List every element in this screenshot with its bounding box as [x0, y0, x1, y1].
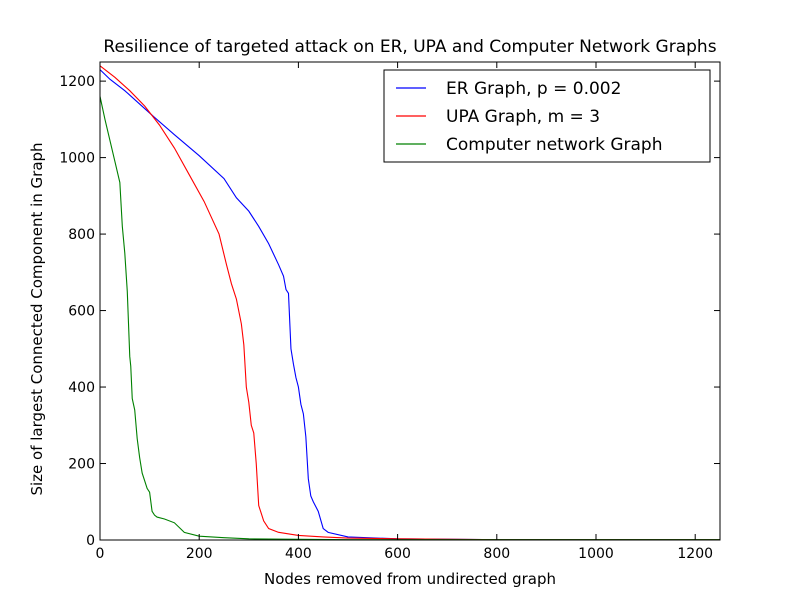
y-tick-label: 200 — [68, 457, 95, 473]
x-tick-label: 1000 — [578, 546, 614, 562]
series-line-3 — [100, 96, 720, 540]
legend-label-2: UPA Graph, m = 3 — [446, 107, 600, 127]
x-tick-label: 1200 — [677, 546, 713, 562]
legend-box — [383, 69, 711, 163]
chart-title: Resilience of targeted attack on ER, UPA… — [103, 37, 716, 57]
series-line-2 — [100, 65, 720, 540]
y-tick-label: 600 — [68, 304, 95, 320]
legend-label-3: Computer network Graph — [446, 135, 663, 155]
x-tick-label: 400 — [285, 546, 312, 562]
x-tick-label: 800 — [483, 546, 510, 562]
x-tick-label: 200 — [186, 546, 213, 562]
x-tick-label: 600 — [384, 546, 411, 562]
y-tick-label: 800 — [68, 227, 95, 243]
y-tick-label: 400 — [68, 380, 95, 396]
y-axis-label: Size of largest Connected Component in G… — [28, 142, 46, 495]
x-tick-label: 0 — [96, 546, 105, 562]
y-tick-label: 1000 — [59, 151, 95, 167]
plot-frame — [99, 61, 721, 541]
series-line-1 — [100, 69, 720, 540]
x-axis-label: Nodes removed from undirected graph — [264, 570, 556, 588]
y-tick-label: 1200 — [59, 74, 95, 90]
legend-label-1: ER Graph, p = 0.002 — [446, 79, 621, 99]
y-tick-label: 0 — [86, 533, 95, 549]
